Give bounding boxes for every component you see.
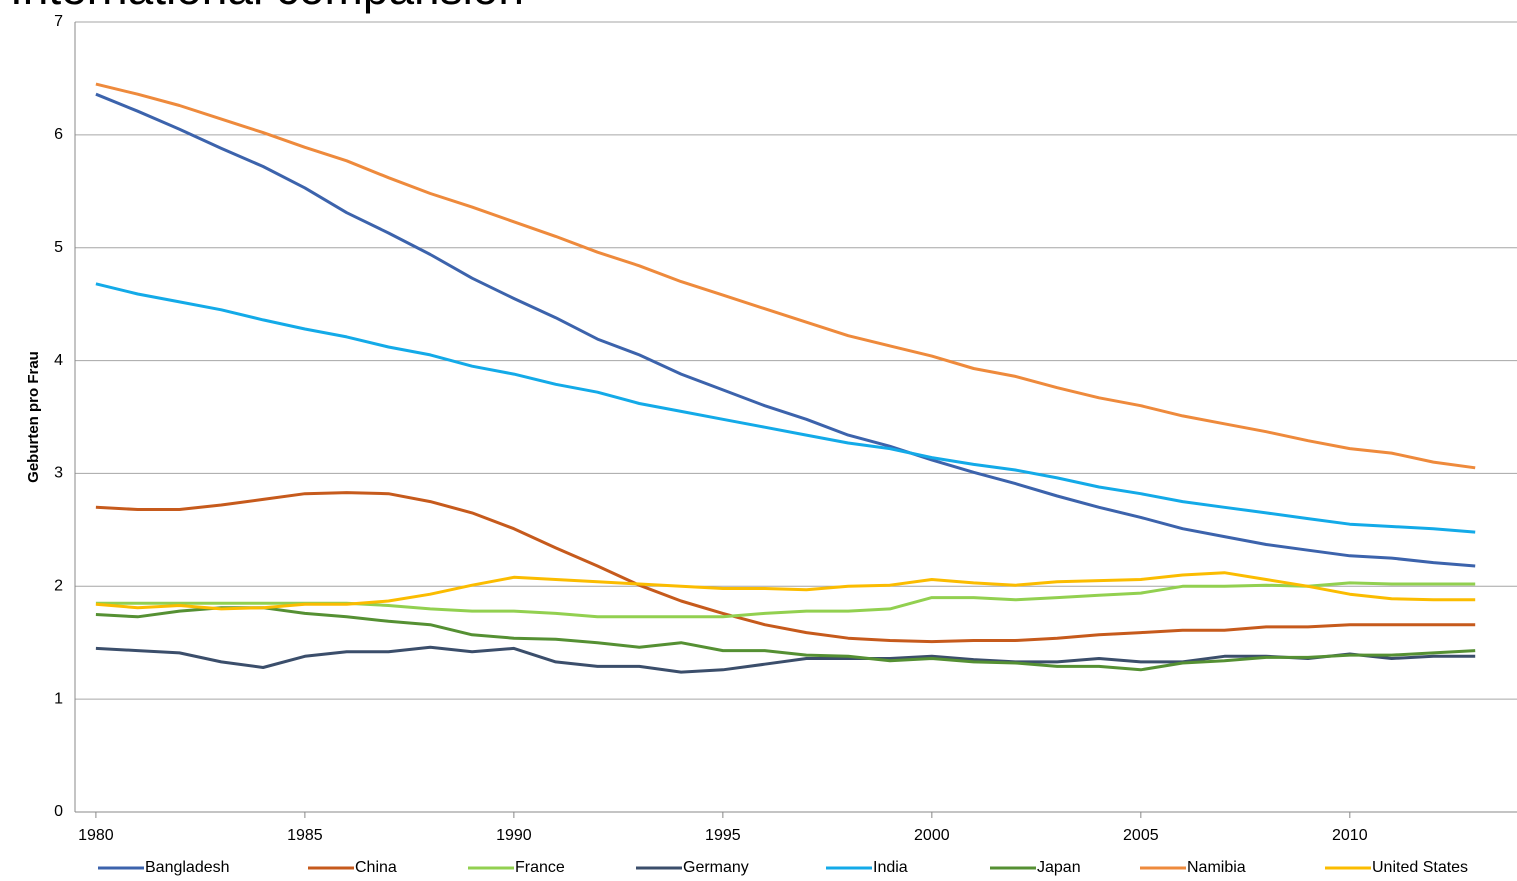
y-tick-label: 7 (54, 13, 63, 30)
x-tick-label: 1990 (496, 827, 532, 844)
series-line (95, 282, 1476, 534)
y-tick-label: 6 (54, 126, 63, 143)
series-line (95, 645, 1476, 674)
x-tick-label: 2010 (1332, 827, 1368, 844)
legend-label: France (515, 859, 565, 876)
x-tick-label: 2000 (914, 827, 950, 844)
legend-label: Bangladesh (145, 859, 230, 876)
x-tick-label: 1980 (78, 827, 114, 844)
x-tick-label: 1985 (287, 827, 323, 844)
series-line (95, 92, 1476, 568)
series-line (95, 571, 1476, 611)
legend-label: Japan (1037, 859, 1081, 876)
series-line (95, 82, 1476, 470)
y-tick-label: 5 (54, 239, 63, 256)
y-tick-label: 3 (54, 465, 63, 482)
y-tick-label: 0 (54, 803, 63, 820)
legend-label: Germany (683, 859, 749, 876)
legend-label: United States (1372, 859, 1468, 876)
y-tick-label: 2 (54, 578, 63, 595)
x-tick-label: 1995 (705, 827, 741, 844)
y-tick-label: 1 (54, 690, 63, 707)
y-axis-label: Geburten pro Frau (25, 351, 42, 483)
chart-title: International comparision (10, 0, 524, 14)
legend-label: India (873, 859, 908, 876)
legend-label: China (355, 859, 397, 876)
y-tick-label: 4 (54, 352, 63, 369)
series-line (95, 491, 1476, 644)
x-tick-label: 2005 (1123, 827, 1159, 844)
legend-label: Namibia (1187, 859, 1246, 876)
series-line (95, 606, 1476, 672)
